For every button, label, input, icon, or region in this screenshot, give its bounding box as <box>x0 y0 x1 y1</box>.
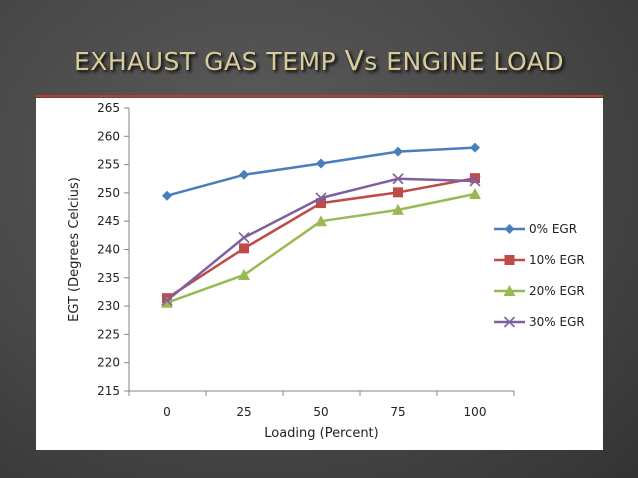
y-tick-label: 265 <box>97 101 120 115</box>
title-divider <box>36 95 603 97</box>
series-20-egr <box>161 188 481 308</box>
data-point <box>469 188 481 200</box>
legend-marker <box>503 316 516 328</box>
y-tick-label: 220 <box>97 356 120 370</box>
y-tick-label: 215 <box>97 384 120 398</box>
x-tick-label: 25 <box>236 405 251 419</box>
data-point <box>469 175 481 187</box>
slide-title: EXHAUST GAS TEMP VS ENGINE LOAD <box>0 44 638 77</box>
legend-item: 10% EGR <box>494 253 585 267</box>
legend-label: 20% EGR <box>529 284 585 298</box>
x-tick-label: 100 <box>464 405 487 419</box>
y-tick-label: 250 <box>97 186 120 200</box>
chart-legend: 0% EGR 10% EGR 20% EGR 30% EGR <box>494 222 585 329</box>
y-tick-label: 225 <box>97 327 120 341</box>
y-tick-label: 245 <box>97 214 120 228</box>
slide-title-v: V <box>344 44 365 77</box>
data-point <box>316 158 326 169</box>
x-tick-label: 0 <box>163 405 171 419</box>
legend-item: 30% EGR <box>494 315 585 329</box>
x-axis-title: Loading (Percent) <box>264 426 378 441</box>
y-tick-label: 260 <box>97 129 120 143</box>
legend-marker <box>503 285 516 296</box>
x-tick-label: 75 <box>390 405 405 419</box>
data-point <box>392 173 404 185</box>
series-line <box>166 192 476 304</box>
legend-item: 0% EGR <box>494 222 577 236</box>
data-point <box>161 296 173 308</box>
series-0-egr <box>162 142 480 201</box>
legend-marker <box>504 255 515 265</box>
y-tick-label: 235 <box>97 271 120 285</box>
series-line <box>166 176 476 300</box>
slide-title-part2: ENGINE LOAD <box>377 47 565 76</box>
y-axis-title: EGT (Degrees Celcius) <box>67 177 82 322</box>
data-point <box>315 215 327 227</box>
data-point <box>238 268 250 280</box>
chart-panel: 215 220 225 230 235 240 245 250 255 260 265 0 25 50 7… <box>36 98 603 450</box>
chart-series <box>161 142 481 308</box>
legend-label: 30% EGR <box>529 315 585 329</box>
series-line <box>166 146 476 197</box>
legend-item: 20% EGR <box>494 284 585 298</box>
data-point <box>392 203 404 215</box>
data-point <box>315 192 327 204</box>
data-point <box>393 146 403 157</box>
y-tick-label: 240 <box>97 243 120 257</box>
data-point <box>239 243 249 254</box>
data-point <box>161 294 173 307</box>
data-point <box>238 232 250 244</box>
x-axis-ticks: 0 25 50 75 100 <box>128 391 515 419</box>
y-axis-ticks: 215 220 225 230 235 240 245 250 255 260 265 <box>97 101 129 398</box>
slide-title-s: S <box>364 47 378 76</box>
data-point <box>239 169 249 180</box>
slide-title-part1: EXHAUST GAS TEMP <box>73 47 345 76</box>
x-tick-label: 50 <box>313 405 328 419</box>
series-30-egr <box>161 173 481 307</box>
chart-axes <box>128 108 514 392</box>
legend-label: 10% EGR <box>529 253 585 267</box>
legend-marker <box>504 224 515 234</box>
data-point <box>470 173 480 184</box>
y-tick-label: 255 <box>97 158 120 172</box>
legend-label: 0% EGR <box>529 222 577 236</box>
series-10-egr <box>162 173 480 304</box>
data-point <box>162 190 172 201</box>
data-point <box>316 198 326 209</box>
egt-line-chart: 215 220 225 230 235 240 245 250 255 260 265 0 25 50 7… <box>67 101 585 441</box>
data-point <box>393 187 403 198</box>
y-tick-label: 230 <box>97 299 120 313</box>
data-point <box>470 142 480 153</box>
